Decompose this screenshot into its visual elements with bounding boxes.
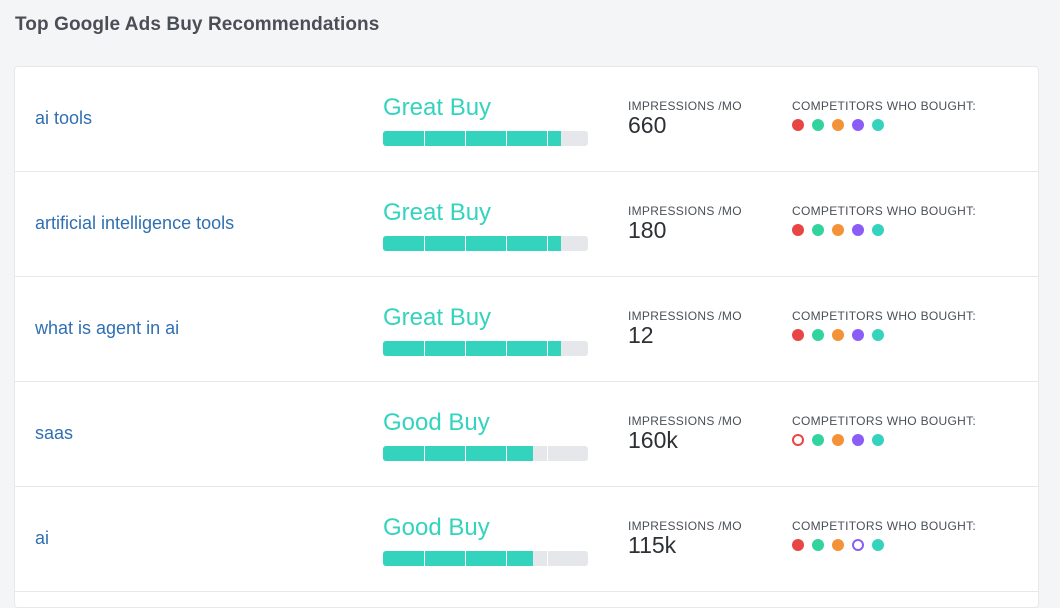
meter-segment-divider	[506, 551, 507, 566]
competitor-dots	[792, 434, 892, 446]
impressions-value: 160k	[628, 427, 678, 453]
competitor-dot-icon[interactable]	[832, 434, 844, 446]
competitor-dots	[792, 329, 892, 341]
meter-segment-divider	[506, 131, 507, 146]
meter-segment-divider	[424, 446, 425, 461]
section-title: Top Google Ads Buy Recommendations	[15, 14, 380, 35]
competitor-dot-icon[interactable]	[792, 224, 804, 236]
keyword-link[interactable]: artificial intelligence tools	[35, 213, 235, 233]
keyword-link[interactable]: what is agent in ai	[35, 318, 180, 338]
competitor-dot-icon[interactable]	[872, 224, 884, 236]
recommendation-row: artificial intelligence tools Great Buy …	[15, 172, 1038, 277]
buy-score-fill	[383, 341, 562, 356]
impressions-value: 180	[628, 217, 667, 243]
buy-score-meter	[383, 446, 588, 461]
meter-segment-divider	[465, 551, 466, 566]
impressions-label: IMPRESSIONS /MO	[628, 309, 742, 323]
competitor-dots	[792, 119, 892, 131]
competitor-dot-icon[interactable]	[872, 119, 884, 131]
buy-score-meter	[383, 341, 588, 356]
competitor-dot-icon[interactable]	[792, 329, 804, 341]
buy-score-meter	[383, 131, 588, 146]
meter-segment-divider	[465, 446, 466, 461]
buy-score-fill	[383, 236, 562, 251]
rating-label: Good Buy	[383, 409, 490, 436]
competitor-dot-icon[interactable]	[792, 539, 804, 551]
impressions-label: IMPRESSIONS /MO	[628, 414, 742, 428]
rating-label: Great Buy	[383, 304, 492, 331]
recommendation-row: ai Good Buy IMPRESSIONS /MO 115k COMPETI…	[15, 487, 1038, 592]
competitor-dot-icon[interactable]	[852, 329, 864, 341]
meter-segment-divider	[506, 236, 507, 251]
meter-segment-divider	[506, 341, 507, 356]
keyword-link[interactable]: saas	[35, 423, 74, 443]
meter-segment-divider	[547, 236, 548, 251]
impressions-value: 660	[628, 112, 667, 138]
meter-segment-divider	[547, 131, 548, 146]
competitor-dot-icon[interactable]	[812, 119, 824, 131]
buy-score-fill	[383, 551, 533, 566]
competitors-label: COMPETITORS WHO BOUGHT:	[792, 519, 977, 533]
recommendation-row: what is agent in ai Great Buy IMPRESSION…	[15, 277, 1038, 382]
competitor-dot-icon[interactable]	[852, 224, 864, 236]
impressions-label: IMPRESSIONS /MO	[628, 204, 742, 218]
meter-segment-divider	[465, 236, 466, 251]
buy-score-meter	[383, 236, 588, 251]
competitor-dot-icon[interactable]	[812, 329, 824, 341]
competitor-dots	[792, 539, 892, 551]
rating-label: Great Buy	[383, 94, 492, 121]
rating-label: Great Buy	[383, 199, 492, 226]
recommendation-row: saas Good Buy IMPRESSIONS /MO 160k COMPE…	[15, 382, 1038, 487]
meter-segment-divider	[424, 341, 425, 356]
impressions-value: 115k	[628, 532, 677, 558]
rating-label: Good Buy	[383, 514, 490, 541]
impressions-label: IMPRESSIONS /MO	[628, 519, 742, 533]
competitor-dots	[792, 224, 892, 236]
competitor-dot-icon[interactable]	[852, 119, 864, 131]
meter-segment-divider	[465, 131, 466, 146]
recommendation-row: ai tools Great Buy IMPRESSIONS /MO 660 C…	[15, 67, 1038, 172]
recommendation-list: ai tools Great Buy IMPRESSIONS /MO 660 C…	[15, 67, 1038, 592]
competitor-dot-hollow-icon[interactable]	[792, 434, 804, 446]
competitor-dot-icon[interactable]	[812, 539, 824, 551]
competitors-label: COMPETITORS WHO BOUGHT:	[792, 414, 977, 428]
meter-segment-divider	[547, 551, 548, 566]
meter-segment-divider	[424, 551, 425, 566]
competitor-dot-icon[interactable]	[832, 329, 844, 341]
meter-segment-divider	[506, 446, 507, 461]
keyword-link[interactable]: ai	[35, 528, 50, 548]
competitor-dot-icon[interactable]	[792, 119, 804, 131]
competitor-dot-icon[interactable]	[832, 119, 844, 131]
impressions-value: 12	[628, 322, 654, 348]
meter-segment-divider	[547, 446, 548, 461]
competitor-dot-icon[interactable]	[872, 329, 884, 341]
competitors-label: COMPETITORS WHO BOUGHT:	[792, 99, 977, 113]
buy-score-meter	[383, 551, 588, 566]
meter-segment-divider	[424, 131, 425, 146]
keyword-link[interactable]: ai tools	[35, 108, 93, 128]
buy-score-fill	[383, 131, 562, 146]
competitor-dot-icon[interactable]	[852, 434, 864, 446]
competitor-dot-hollow-icon[interactable]	[852, 539, 864, 551]
impressions-label: IMPRESSIONS /MO	[628, 99, 742, 113]
meter-segment-divider	[424, 236, 425, 251]
competitor-dot-icon[interactable]	[832, 224, 844, 236]
competitors-label: COMPETITORS WHO BOUGHT:	[792, 309, 977, 323]
meter-segment-divider	[465, 341, 466, 356]
competitor-dot-icon[interactable]	[832, 539, 844, 551]
buy-score-fill	[383, 446, 533, 461]
meter-segment-divider	[547, 341, 548, 356]
competitor-dot-icon[interactable]	[812, 434, 824, 446]
recommendations-card: ai tools Great Buy IMPRESSIONS /MO 660 C…	[14, 66, 1039, 608]
competitors-label: COMPETITORS WHO BOUGHT:	[792, 204, 977, 218]
competitor-dot-icon[interactable]	[872, 434, 884, 446]
competitor-dot-icon[interactable]	[872, 539, 884, 551]
competitor-dot-icon[interactable]	[812, 224, 824, 236]
